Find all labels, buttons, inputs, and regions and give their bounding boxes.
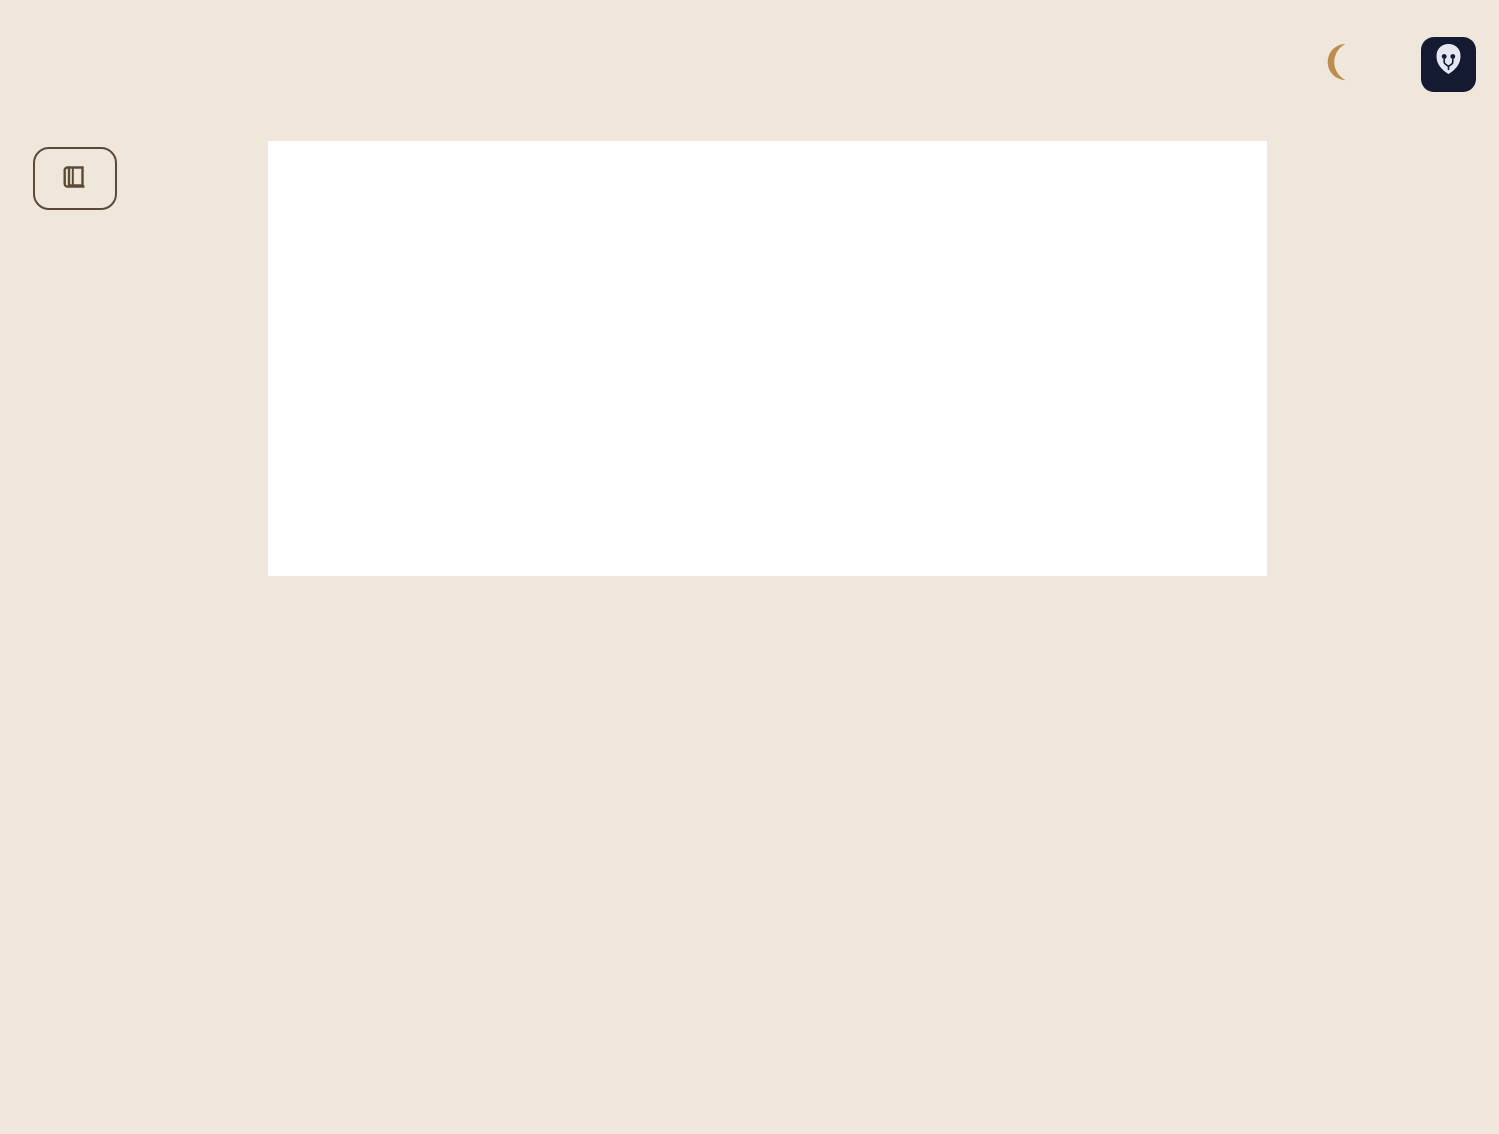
figure-image: [268, 141, 1267, 576]
book-icon: [63, 165, 85, 188]
figure-chart-svg: [268, 141, 1267, 576]
theme-toggle-button[interactable]: [1320, 41, 1362, 83]
reader-view-button[interactable]: [33, 147, 117, 210]
gitcitadel-logo-icon: [1436, 44, 1461, 74]
moon-icon: [1327, 43, 1346, 81]
gitcitadel-logo-button[interactable]: [1421, 37, 1476, 92]
